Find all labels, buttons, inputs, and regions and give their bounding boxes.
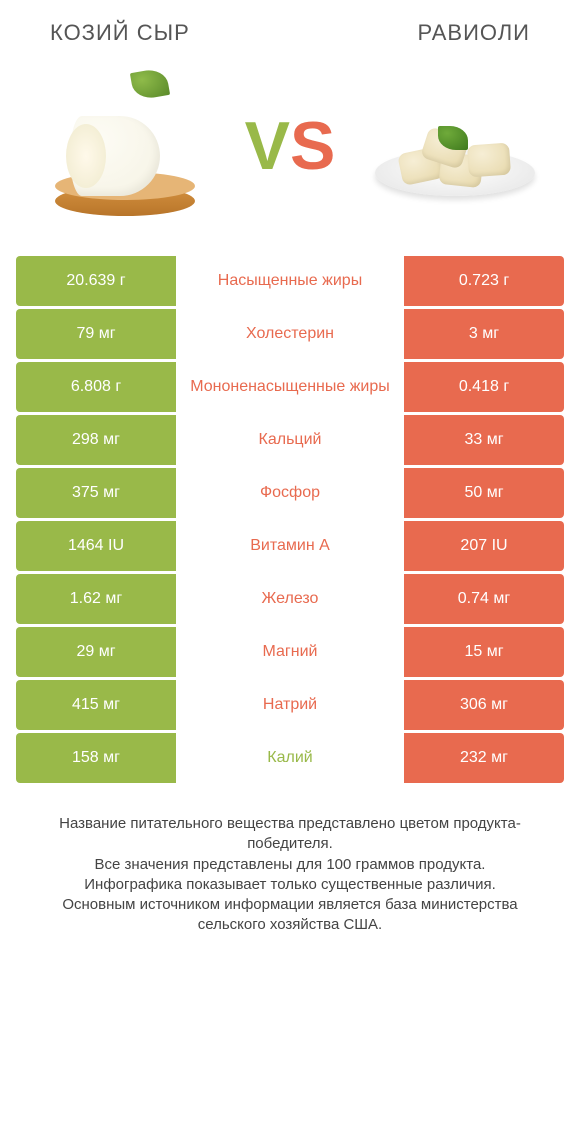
vs-v-letter: V [245, 107, 290, 185]
table-row: 158 мгКалий232 мг [16, 733, 564, 783]
nutrient-label-cell: Холестерин [176, 309, 404, 359]
left-value-cell: 415 мг [16, 680, 176, 730]
right-value-cell: 33 мг [404, 415, 564, 465]
nutrient-label-cell: Витамин A [176, 521, 404, 571]
nutrient-label-cell: Мононенасыщенные жиры [176, 362, 404, 412]
left-value-cell: 375 мг [16, 468, 176, 518]
left-value-cell: 29 мг [16, 627, 176, 677]
goat-cheese-illustration [40, 66, 210, 226]
right-value-cell: 3 мг [404, 309, 564, 359]
footer-line: Инфографика показывает только существенн… [28, 875, 552, 895]
right-value-cell: 0.418 г [404, 362, 564, 412]
table-row: 79 мгХолестерин3 мг [16, 309, 564, 359]
table-row: 1464 IUВитамин A207 IU [16, 521, 564, 571]
table-row: 298 мгКальций33 мг [16, 415, 564, 465]
left-value-cell: 6.808 г [16, 362, 176, 412]
table-row: 375 мгФосфор50 мг [16, 468, 564, 518]
nutrient-label-cell: Насыщенные жиры [176, 256, 404, 306]
basil-leaf-icon [130, 67, 170, 101]
nutrient-label-cell: Фосфор [176, 468, 404, 518]
right-value-cell: 15 мг [404, 627, 564, 677]
right-value-cell: 0.723 г [404, 256, 564, 306]
vs-s-letter: S [290, 107, 335, 185]
footer-notes: Название питательного вещества представл… [0, 786, 580, 936]
nutrient-label-cell: Железо [176, 574, 404, 624]
table-row: 6.808 гМононенасыщенные жиры0.418 г [16, 362, 564, 412]
left-value-cell: 1.62 мг [16, 574, 176, 624]
left-value-cell: 79 мг [16, 309, 176, 359]
nutrient-label-cell: Натрий [176, 680, 404, 730]
ravioli-icon [467, 143, 511, 178]
left-value-cell: 298 мг [16, 415, 176, 465]
left-value-cell: 20.639 г [16, 256, 176, 306]
table-row: 29 мгМагний15 мг [16, 627, 564, 677]
left-product-title: КОЗИЙ СЫР [50, 20, 190, 46]
right-value-cell: 232 мг [404, 733, 564, 783]
cheese-roll-icon [70, 116, 160, 196]
right-value-cell: 306 мг [404, 680, 564, 730]
ravioli-illustration [370, 66, 540, 226]
infographic-container: КОЗИЙ СЫР РАВИОЛИ VS 20.639 гНасыщенные … [0, 0, 580, 1144]
right-value-cell: 207 IU [404, 521, 564, 571]
right-value-cell: 0.74 мг [404, 574, 564, 624]
left-value-cell: 158 мг [16, 733, 176, 783]
nutrient-label-cell: Калий [176, 733, 404, 783]
table-row: 415 мгНатрий306 мг [16, 680, 564, 730]
header: КОЗИЙ СЫР РАВИОЛИ [0, 0, 580, 56]
table-row: 1.62 мгЖелезо0.74 мг [16, 574, 564, 624]
footer-line: Название питательного вещества представл… [28, 814, 552, 855]
right-product-title: РАВИОЛИ [418, 20, 530, 46]
footer-line: Основным источником информации является … [28, 895, 552, 936]
hero-section: VS [0, 56, 580, 256]
footer-line: Все значения представлены для 100 граммо… [28, 855, 552, 875]
vs-label: VS [245, 107, 336, 185]
table-row: 20.639 гНасыщенные жиры0.723 г [16, 256, 564, 306]
nutrient-label-cell: Кальций [176, 415, 404, 465]
nutrient-label-cell: Магний [176, 627, 404, 677]
left-value-cell: 1464 IU [16, 521, 176, 571]
nutrient-comparison-table: 20.639 гНасыщенные жиры0.723 г79 мгХолес… [0, 256, 580, 786]
right-value-cell: 50 мг [404, 468, 564, 518]
